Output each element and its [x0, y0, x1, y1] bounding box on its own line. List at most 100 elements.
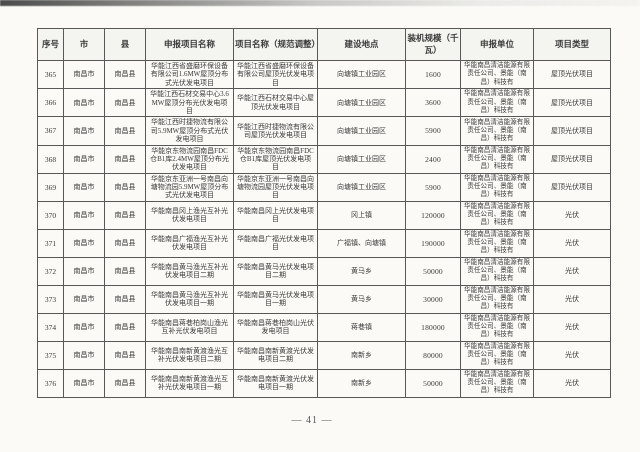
- table-row: 375 南昌市 南昌县 华能南昌南新黄渡渔光互补光伏发电项目二期 华能南昌南新黄渡光伏发…: [37, 340, 611, 370]
- cell-col-county: 南昌县: [104, 368, 146, 398]
- table-row: 367 南昌市 南昌县 华能江西时捷物流有限公司5.9MW屋顶分布式光伏发电项目 华能江…: [37, 116, 611, 146]
- cell-col-applicant: 华能南昌清洁能源有限责任公司、景能（南昌）科技有: [460, 172, 534, 202]
- table-row: 369 南昌市 南昌县 华能京东亚洲一号南昌向塘物流园5.9MW屋顶分布式光伏发电项目…: [37, 172, 611, 202]
- cell-col-county: 南昌县: [104, 88, 146, 118]
- cell-col-location: 黄马乡: [317, 256, 406, 286]
- column-header-col-applicant: 申报单位: [460, 28, 534, 61]
- cell-col-county: 南昌县: [104, 172, 146, 202]
- scan-artifact-top-edge: [0, 0, 640, 6]
- cell-col-capacity-kw: 5900: [405, 172, 461, 202]
- cell-col-no: 373: [37, 284, 64, 314]
- cell-col-applicant: 华能南昌清洁能源有限责任公司、景能（南昌）科技有: [460, 340, 534, 370]
- cell-col-adjusted-name: 华能江西石材交易中心屋顶光伏发电项目: [233, 88, 318, 118]
- cell-col-applicant: 华能南昌清洁能源有限责任公司、景能（南昌）科技有: [460, 312, 534, 342]
- cell-col-no: 376: [37, 368, 64, 398]
- cell-col-location: 向塘镇工业园区: [317, 116, 406, 146]
- cell-col-project-type: 光伏: [533, 368, 611, 398]
- cell-col-county: 南昌县: [104, 116, 146, 146]
- cell-col-applicant: 华能南昌清洁能源有限责任公司、景能（南昌）科技有: [460, 368, 534, 398]
- cell-col-adjusted-name: 华能南昌黄马光伏发电项目二期: [233, 256, 318, 286]
- cell-col-applicant: 华能南昌清洁能源有限责任公司、景能（南昌）科技有: [460, 200, 534, 230]
- cell-col-location: 广福镇、向塘镇: [317, 228, 406, 258]
- cell-col-adjusted-name: 华能江西省盛磨环保设备有限公司屋顶光伏发电项目: [233, 59, 318, 90]
- cell-col-no: 374: [37, 312, 64, 342]
- cell-col-declared-name: 华能南昌冈上渔光互补光伏发电项目: [145, 200, 234, 230]
- cell-col-city: 南昌市: [63, 368, 105, 398]
- cell-col-project-type: 光伏: [533, 284, 611, 314]
- cell-col-city: 南昌市: [63, 284, 105, 314]
- cell-col-applicant: 华能南昌清洁能源有限责任公司、景能（南昌）科技有: [460, 59, 534, 90]
- cell-col-project-type: 光伏: [533, 256, 611, 286]
- table-row: 376 南昌市 南昌县 华能南昌南新黄渡渔光互补光伏发电项目一期 华能南昌南新黄渡光伏发…: [37, 368, 611, 398]
- cell-col-declared-name: 华能江西石材交易中心3.6MW屋顶分布光伏发电项目: [145, 88, 234, 118]
- cell-col-declared-name: 华能南昌黄马渔光互补光伏发电项目一期: [145, 284, 234, 314]
- cell-col-applicant: 华能南昌清洁能源有限责任公司、景能（南昌）科技有: [460, 116, 534, 146]
- cell-col-project-type: 光伏: [533, 228, 611, 258]
- cell-col-adjusted-name: 华能南昌南新黄渡光伏发电项目二期: [233, 340, 318, 370]
- cell-col-project-type: 光伏: [533, 312, 611, 342]
- cell-col-adjusted-name: 华能南昌蒋巷柏岗山光伏发电项目: [233, 312, 318, 342]
- cell-col-location: 蒋巷镇: [317, 312, 406, 342]
- cell-col-location: 黄马乡: [317, 284, 406, 314]
- table-row: 371 南昌市 南昌县 华能南昌广福渔光互补光伏发电项目 华能南昌广福光伏发电项目 广福镇…: [37, 228, 611, 258]
- cell-col-no: 366: [37, 88, 64, 118]
- cell-col-capacity-kw: 180000: [405, 312, 461, 342]
- cell-col-no: 367: [37, 116, 64, 146]
- cell-col-capacity-kw: 120000: [405, 200, 461, 230]
- cell-col-county: 南昌县: [104, 312, 146, 342]
- cell-col-no: 369: [37, 172, 64, 202]
- cell-col-applicant: 华能南昌清洁能源有限责任公司、景能（南昌）科技有: [460, 88, 534, 118]
- cell-col-capacity-kw: 80000: [405, 340, 461, 370]
- cell-col-city: 南昌市: [63, 88, 105, 118]
- cell-col-location: 向塘镇工业园区: [317, 144, 406, 174]
- cell-col-county: 南昌县: [104, 59, 146, 90]
- cell-col-city: 南昌市: [63, 116, 105, 146]
- column-header-col-project-type: 项目类型: [533, 28, 611, 61]
- cell-col-county: 南昌县: [104, 340, 146, 370]
- cell-col-county: 南昌县: [104, 144, 146, 174]
- cell-col-adjusted-name: 华能京东物流园南昌FDC仓B1库屋顶光伏发电项目: [233, 144, 318, 174]
- cell-col-declared-name: 华能南昌蒋巷柏岗山渔光互补光伏发电项目: [145, 312, 234, 342]
- cell-col-capacity-kw: 190000: [405, 228, 461, 258]
- cell-col-capacity-kw: 2400: [405, 144, 461, 174]
- cell-col-project-type: 屋顶光伏项目: [533, 144, 611, 174]
- column-header-col-no: 序号: [37, 28, 64, 61]
- cell-col-county: 南昌县: [104, 284, 146, 314]
- cell-col-city: 南昌市: [63, 312, 105, 342]
- cell-col-location: 南新乡: [317, 340, 406, 370]
- cell-col-applicant: 华能南昌清洁能源有限责任公司、景能（南昌）科技有: [460, 228, 534, 258]
- cell-col-project-type: 屋顶光伏项目: [533, 59, 611, 90]
- cell-col-adjusted-name: 华能南昌南新黄渡光伏发电项目一期: [233, 368, 318, 398]
- table-row: 370 南昌市 南昌县 华能南昌冈上渔光互补光伏发电项目 华能南昌冈上光伏发电项目 冈上镇…: [37, 200, 611, 230]
- cell-col-applicant: 华能南昌清洁能源有限责任公司、景能（南昌）科技有: [460, 284, 534, 314]
- cell-col-adjusted-name: 华能南昌冈上光伏发电项目: [233, 200, 318, 230]
- column-header-col-adjusted-name: 项目名称（规范调整）: [233, 28, 318, 61]
- cell-col-adjusted-name: 华能南昌广福光伏发电项目: [233, 228, 318, 258]
- cell-col-county: 南昌县: [104, 200, 146, 230]
- cell-col-project-type: 屋顶光伏项目: [533, 116, 611, 146]
- cell-col-no: 368: [37, 144, 64, 174]
- cell-col-county: 南昌县: [104, 256, 146, 286]
- cell-col-capacity-kw: 50000: [405, 368, 461, 398]
- cell-col-city: 南昌市: [63, 144, 105, 174]
- cell-col-adjusted-name: 华能江西时捷物流有限公司屋顶光伏发电项目: [233, 116, 318, 146]
- cell-col-location: 向塘镇工业园区: [317, 172, 406, 202]
- table-row: 368 南昌市 南昌县 华能京东物流园南昌FDC仓B1库2.4MW屋顶分布光伏发电项目…: [37, 144, 611, 174]
- cell-col-project-type: 光伏: [533, 200, 611, 230]
- cell-col-city: 南昌市: [63, 200, 105, 230]
- cell-col-location: 冈上镇: [317, 200, 406, 230]
- cell-col-applicant: 华能南昌清洁能源有限责任公司、景能（南昌）科技有: [460, 144, 534, 174]
- column-header-col-city: 市: [63, 28, 105, 61]
- table-row: 374 南昌市 南昌县 华能南昌蒋巷柏岗山渔光互补光伏发电项目 华能南昌蒋巷柏岗山光伏发…: [37, 312, 611, 342]
- cell-col-no: 365: [37, 59, 64, 90]
- cell-col-capacity-kw: 3600: [405, 88, 461, 118]
- cell-col-declared-name: 华能京东物流园南昌FDC仓B1库2.4MW屋顶分布光伏发电项目: [145, 144, 234, 174]
- cell-col-capacity-kw: 5900: [405, 116, 461, 146]
- page-number: — 41 —: [291, 415, 333, 426]
- cell-col-city: 南昌市: [63, 59, 105, 90]
- table-row: 373 南昌市 南昌县 华能南昌黄马渔光互补光伏发电项目一期 华能南昌黄马光伏发电项目一…: [37, 284, 611, 314]
- cell-col-adjusted-name: 华能南昌黄马光伏发电项目一期: [233, 284, 318, 314]
- cell-col-capacity-kw: 1600: [405, 59, 461, 90]
- table-row: 365 南昌市 南昌县 华能江西省盛磨环保设备有限公司1.6MW屋顶分布式光伏发电项目…: [37, 59, 611, 90]
- table-row: 366 南昌市 南昌县 华能江西石材交易中心3.6MW屋顶分布光伏发电项目 华能江西石材…: [37, 88, 611, 118]
